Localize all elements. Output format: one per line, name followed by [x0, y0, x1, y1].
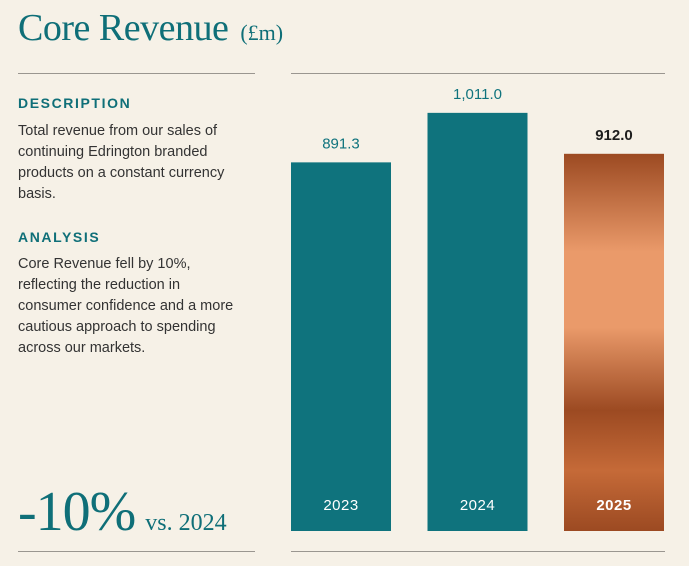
- value-label-2023: 891.3: [322, 135, 360, 152]
- chart-bottom-divider: [291, 551, 665, 552]
- category-label-2023: 2023: [323, 497, 358, 514]
- analysis-heading: ANALYSIS: [18, 229, 101, 245]
- bar-2024: [427, 112, 528, 532]
- description-heading: DESCRIPTION: [18, 95, 132, 111]
- value-label-2025: 912.0: [595, 127, 633, 144]
- description-text: Total revenue from our sales of continui…: [18, 123, 225, 202]
- left-top-divider: [18, 73, 255, 74]
- chart-top-divider: [291, 73, 665, 74]
- bar-2023: [291, 162, 391, 532]
- page-title: Core Revenue (£m): [18, 7, 284, 50]
- change-percent: -10%: [18, 481, 136, 543]
- value-label-2024: 1,011.0: [453, 86, 502, 103]
- bar-2025: [564, 153, 664, 531]
- left-bottom-divider: [18, 551, 255, 552]
- analysis-text: Core Revenue fell by 10%, reflecting the…: [18, 256, 234, 356]
- title-unit: (£m): [240, 20, 284, 45]
- change-summary: -10% vs. 2024: [18, 480, 227, 544]
- category-label-2025: 2025: [596, 497, 631, 514]
- title-text: Core Revenue: [18, 7, 229, 49]
- category-label-2024: 2024: [460, 497, 495, 514]
- change-comparison: vs. 2024: [145, 510, 227, 536]
